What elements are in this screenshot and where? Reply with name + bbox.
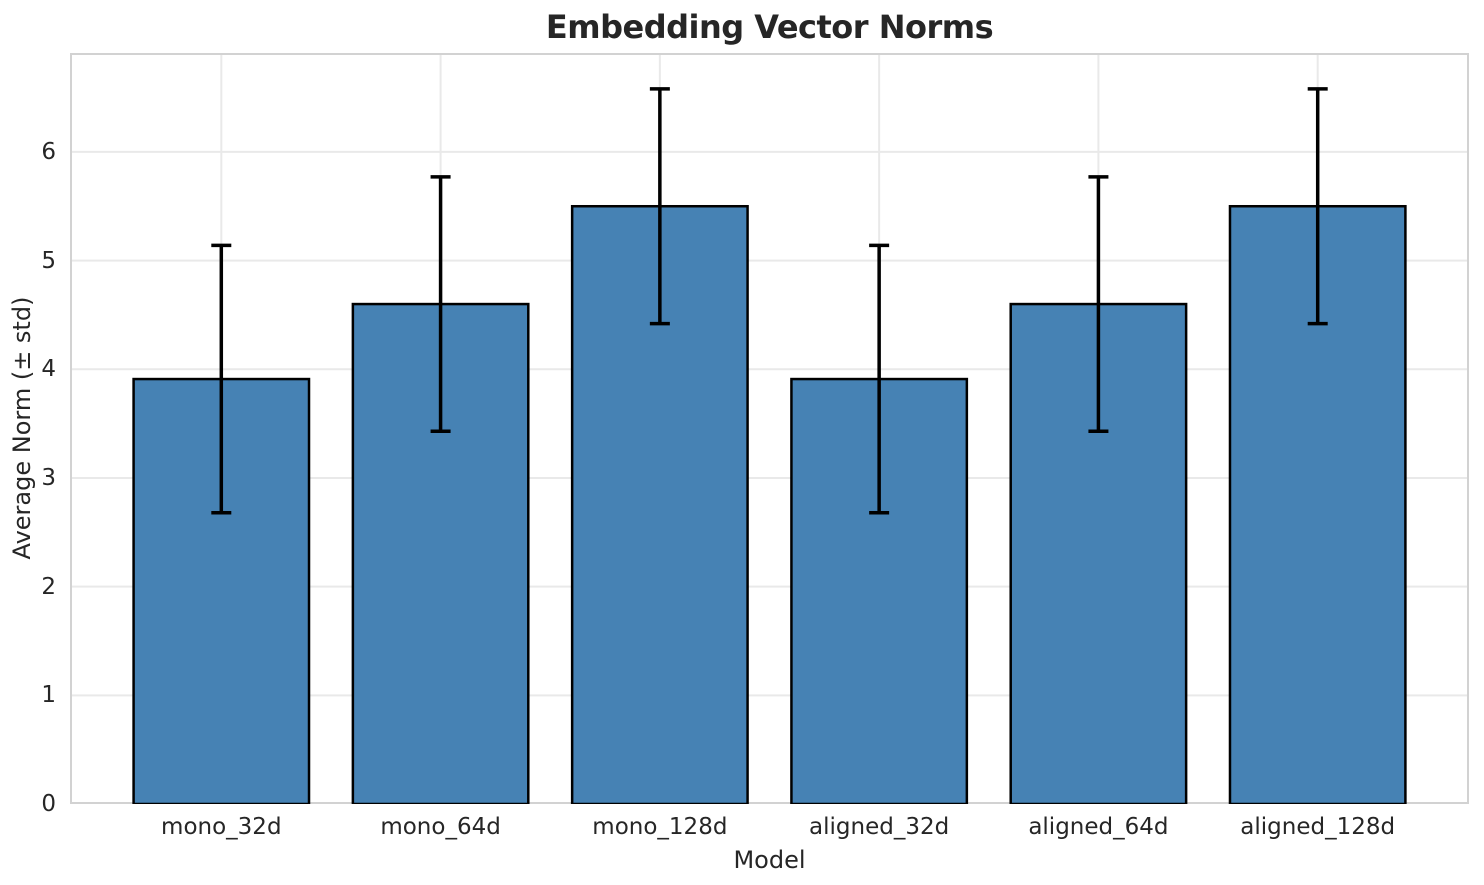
plot-canvas (70, 53, 1469, 804)
y-tick-label-6: 6 (41, 138, 56, 165)
x-tick-label-aligned_64d: aligned_64d (1028, 814, 1169, 840)
chart-title: Embedding Vector Norms (545, 8, 994, 46)
y-axis-label: Average Norm (± std) (8, 296, 36, 560)
axes-spines (70, 53, 1469, 804)
x-tick-label-mono_32d: mono_32d (161, 814, 282, 840)
x-tick-label-mono_64d: mono_64d (380, 814, 501, 840)
y-tick-label-3: 3 (41, 464, 56, 491)
y-tick-label-5: 5 (41, 247, 56, 274)
x-tick-label-mono_128d: mono_128d (592, 814, 728, 840)
plot-area (70, 53, 1469, 804)
y-tick-label-2: 2 (41, 573, 56, 600)
y-tick-label-0: 0 (41, 791, 56, 817)
x-tick-label-aligned_32d: aligned_32d (809, 814, 950, 840)
x-axis-label: Model (733, 846, 806, 874)
y-tick-label-1: 1 (41, 682, 56, 709)
y-tick-label-4: 4 (41, 356, 56, 383)
x-tick-label-aligned_128d: aligned_128d (1240, 814, 1396, 840)
